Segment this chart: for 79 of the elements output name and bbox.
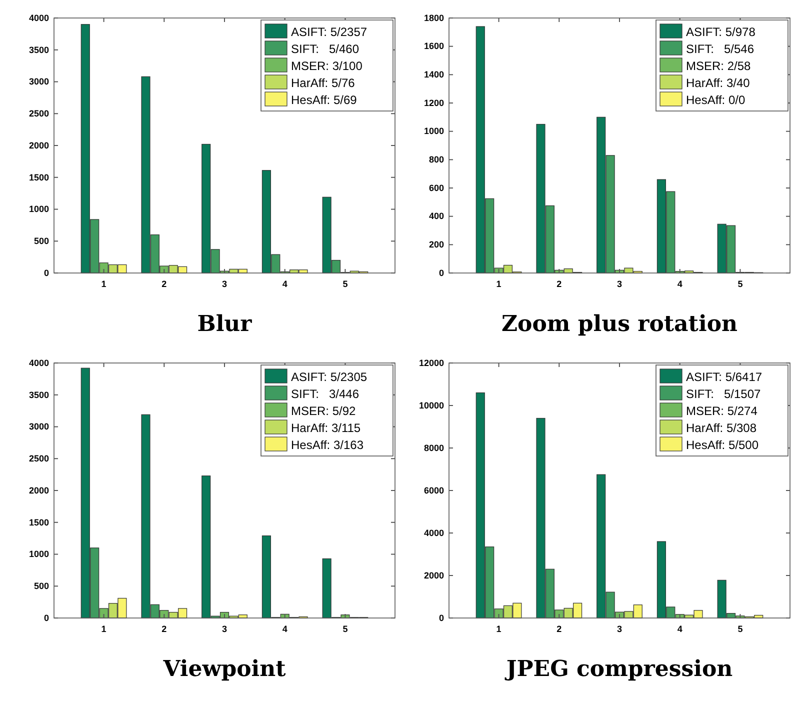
x-tick-label: 5 xyxy=(738,624,743,634)
legend-label: SIFT: 5/460 xyxy=(291,42,360,56)
legend-label: HesAff: 3/163 xyxy=(291,438,364,452)
legend-label: SIFT: 5/546 xyxy=(686,42,754,56)
y-tick-label: 1500 xyxy=(28,172,49,182)
legend-label: HesAff: 5/69 xyxy=(291,93,358,107)
y-tick-label: 10000 xyxy=(418,400,444,410)
x-tick-label: 5 xyxy=(738,279,743,289)
x-tick-label: 5 xyxy=(342,279,348,289)
legend-label: ASIFT: 5/2357 xyxy=(291,25,368,39)
y-tick-label: 1000 xyxy=(424,126,444,136)
x-tick-label: 4 xyxy=(677,624,682,634)
y-tick-label: 8000 xyxy=(424,442,444,453)
y-tick-label: 2000 xyxy=(28,485,49,496)
y-tick-label: 4000 xyxy=(424,528,444,538)
y-tick-label: 12000 xyxy=(418,358,444,368)
legend-label: MSER: 5/274 xyxy=(686,404,758,418)
legend-label: HarAff: 5/76 xyxy=(291,76,356,90)
text: JPEG compression xyxy=(504,656,733,682)
text: Viewpoint xyxy=(162,656,287,682)
legend-label: MSER: 5/92 xyxy=(291,404,356,418)
legend-label: HarAff: 5/308 xyxy=(686,421,757,435)
y-tick-label: 0 xyxy=(438,268,444,278)
y-tick-label: 3500 xyxy=(28,390,49,400)
x-tick-label: 3 xyxy=(616,624,622,634)
y-tick-label: 0 xyxy=(44,268,49,278)
x-tick-label: 2 xyxy=(162,624,167,634)
x-tick-label: 3 xyxy=(616,279,622,289)
y-tick-label: 200 xyxy=(428,240,444,250)
x-tick-label: 4 xyxy=(282,624,288,634)
legend-label: SIFT: 5/1507 xyxy=(686,387,762,401)
y-tick-label: 500 xyxy=(34,581,49,592)
y-tick-label: 1800 xyxy=(424,12,444,23)
legend-label: HarAff: 3/115 xyxy=(291,421,361,435)
y-tick-label: 3000 xyxy=(28,76,49,87)
x-tick-label: 1 xyxy=(496,624,502,634)
y-tick-label: 600 xyxy=(428,182,444,193)
y-tick-label: 800 xyxy=(428,154,444,165)
legend-label: HarAff: 3/40 xyxy=(686,76,750,90)
y-tick-label: 2000 xyxy=(28,140,49,150)
legend-label: ASIFT: 5/2305 xyxy=(291,370,368,384)
legend-label: SIFT: 3/446 xyxy=(291,387,360,401)
y-tick-label: 3500 xyxy=(28,44,49,55)
y-tick-label: 6000 xyxy=(424,485,444,496)
y-tick-label: 0 xyxy=(44,612,49,623)
x-tick-label: 5 xyxy=(342,624,348,634)
x-tick-label: 4 xyxy=(677,279,682,289)
x-tick-label: 4 xyxy=(282,279,288,289)
y-tick-label: 2000 xyxy=(424,570,444,580)
x-tick-label: 3 xyxy=(222,279,228,289)
x-tick-label: 2 xyxy=(162,279,167,289)
legend-label: MSER: 2/58 xyxy=(686,59,752,73)
x-tick-label: 3 xyxy=(222,624,228,634)
y-tick-label: 4000 xyxy=(28,358,49,368)
y-tick-label: 3000 xyxy=(28,422,49,432)
y-tick-label: 1600 xyxy=(424,41,444,52)
y-tick-label: 4000 xyxy=(28,12,49,23)
x-tick-label: 1 xyxy=(496,279,502,289)
legend-label: ASIFT: 5/978 xyxy=(686,25,756,39)
y-tick-label: 500 xyxy=(34,236,49,246)
text: Blur xyxy=(197,311,252,337)
y-tick-label: 2500 xyxy=(28,108,49,119)
y-tick-label: 1400 xyxy=(424,70,444,80)
text: Zoom plus rotation xyxy=(502,311,738,337)
x-tick-label: 2 xyxy=(556,624,562,634)
legend-label: HesAff: 5/500 xyxy=(686,438,759,452)
x-tick-label: 2 xyxy=(556,279,562,289)
y-tick-label: 1000 xyxy=(28,549,49,560)
legend-label: ASIFT: 5/6417 xyxy=(686,370,762,384)
x-tick-label: 1 xyxy=(101,624,106,634)
y-tick-label: 1000 xyxy=(28,204,49,214)
x-tick-label: 1 xyxy=(101,279,106,289)
y-tick-label: 0 xyxy=(438,612,444,623)
y-tick-label: 2500 xyxy=(28,454,49,464)
y-tick-label: 1200 xyxy=(424,98,444,108)
legend-label: MSER: 3/100 xyxy=(291,59,363,73)
legend-label: HesAff: 0/0 xyxy=(686,93,746,107)
y-tick-label: 1500 xyxy=(28,517,49,528)
y-tick-label: 400 xyxy=(428,211,444,222)
